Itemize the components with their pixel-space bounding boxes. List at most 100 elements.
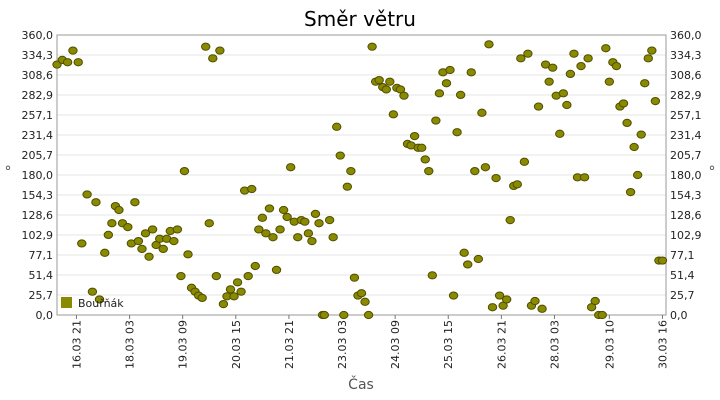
data-point: [91, 198, 101, 207]
data-point: [427, 271, 438, 280]
data-point: [264, 204, 275, 213]
data-point: [225, 285, 236, 294]
y-tick-label-right: 128,6: [670, 209, 702, 222]
y-tick-label-left: 128,6: [22, 209, 54, 222]
y-tick-label-left: 51,4: [29, 269, 54, 282]
data-point: [278, 205, 289, 215]
data-point: [137, 244, 147, 253]
data-point: [484, 40, 494, 49]
y-tick-label-right: 205,7: [670, 149, 702, 162]
data-point: [201, 42, 211, 51]
legend: Bouřňák: [61, 297, 124, 310]
y-tick-label-left: 25,7: [29, 289, 54, 302]
data-point: [409, 132, 420, 141]
data-point: [424, 167, 434, 176]
data-point: [579, 173, 590, 182]
data-point: [647, 46, 657, 55]
data-point: [247, 184, 257, 194]
data-point: [250, 261, 260, 271]
data-point: [293, 233, 303, 242]
data-point: [285, 163, 296, 172]
y-tick-label-right: 51,4: [670, 269, 695, 282]
data-point: [328, 233, 338, 242]
y-tick-label-left: 205,7: [22, 149, 54, 162]
data-point: [611, 62, 622, 71]
data-point: [254, 225, 264, 234]
y-tick-label-left: 154,3: [22, 189, 54, 202]
data-point: [183, 250, 193, 259]
data-point: [271, 265, 282, 274]
y-axis-label-right: °: [709, 164, 716, 180]
chart-title: Směr větru: [304, 7, 416, 31]
data-point: [197, 293, 207, 302]
y-tick-label-left: 180,0: [22, 169, 54, 182]
data-point: [243, 272, 253, 281]
data-point: [565, 69, 576, 78]
data-point: [618, 99, 629, 108]
data-point: [236, 287, 246, 296]
data-point: [107, 219, 117, 228]
data-point: [114, 205, 124, 215]
y-tick-label-left: 282,9: [22, 89, 54, 102]
data-point: [445, 65, 455, 75]
data-point: [459, 248, 469, 257]
data-point: [87, 287, 98, 296]
data-point: [583, 54, 593, 63]
data-point: [232, 278, 243, 287]
data-point: [604, 77, 615, 86]
data-point: [640, 79, 650, 88]
x-tick-label: 28.03 03: [548, 320, 561, 369]
x-tick-label: 20.03 15: [230, 320, 243, 369]
y-tick-label-left: 231,4: [22, 129, 54, 142]
data-point: [300, 217, 310, 226]
y-tick-label-right: 77,1: [670, 249, 695, 262]
data-point: [530, 296, 540, 306]
data-point: [416, 143, 427, 152]
data-point: [100, 248, 110, 257]
data-point: [310, 209, 321, 218]
data-point: [208, 54, 218, 63]
y-tick-label-left: 102,9: [22, 229, 54, 242]
data-point: [650, 97, 661, 106]
data-point: [363, 310, 374, 320]
data-point: [523, 49, 533, 58]
data-point: [555, 129, 565, 138]
data-point: [470, 167, 480, 176]
data-point: [632, 170, 643, 180]
data-point: [130, 198, 140, 207]
data-point: [367, 42, 377, 51]
data-point: [533, 102, 544, 111]
data-point: [169, 237, 179, 246]
y-tick-label-right: 334,3: [670, 49, 702, 62]
data-point: [516, 54, 526, 63]
x-axis: 16.03 21 18.03 03 19.03 09 20.03 15 21.03 21…: [70, 315, 669, 369]
data-point: [569, 49, 579, 58]
y-tick-label-left: 360,0: [22, 29, 54, 42]
data-point: [176, 272, 186, 281]
data-point: [229, 292, 239, 301]
y-tick-label-left: 308,6: [22, 69, 54, 82]
data-point: [629, 142, 639, 152]
data-point: [463, 260, 473, 269]
series-points: [52, 40, 668, 320]
data-point: [261, 229, 271, 238]
y-tick-label-left: 257,1: [22, 109, 54, 122]
x-axis-label: Čas: [348, 375, 374, 393]
data-point: [307, 237, 317, 246]
data-point: [643, 54, 653, 63]
data-point: [455, 90, 466, 99]
legend-label-bournak: Bouřňák: [78, 297, 124, 310]
data-point: [448, 291, 459, 300]
x-tick-label: 26.03 21: [495, 320, 508, 369]
data-point: [466, 68, 476, 77]
data-point: [501, 295, 512, 304]
data-point: [77, 239, 87, 248]
data-point: [381, 85, 391, 94]
x-tick-label: 29.03 10: [603, 320, 616, 369]
data-point: [257, 213, 268, 222]
y-tick-label-right: 102,9: [670, 229, 702, 242]
data-point: [625, 188, 636, 197]
data-point: [339, 310, 349, 320]
y-tick-label-right: 154,3: [670, 189, 702, 202]
data-point: [452, 128, 462, 137]
